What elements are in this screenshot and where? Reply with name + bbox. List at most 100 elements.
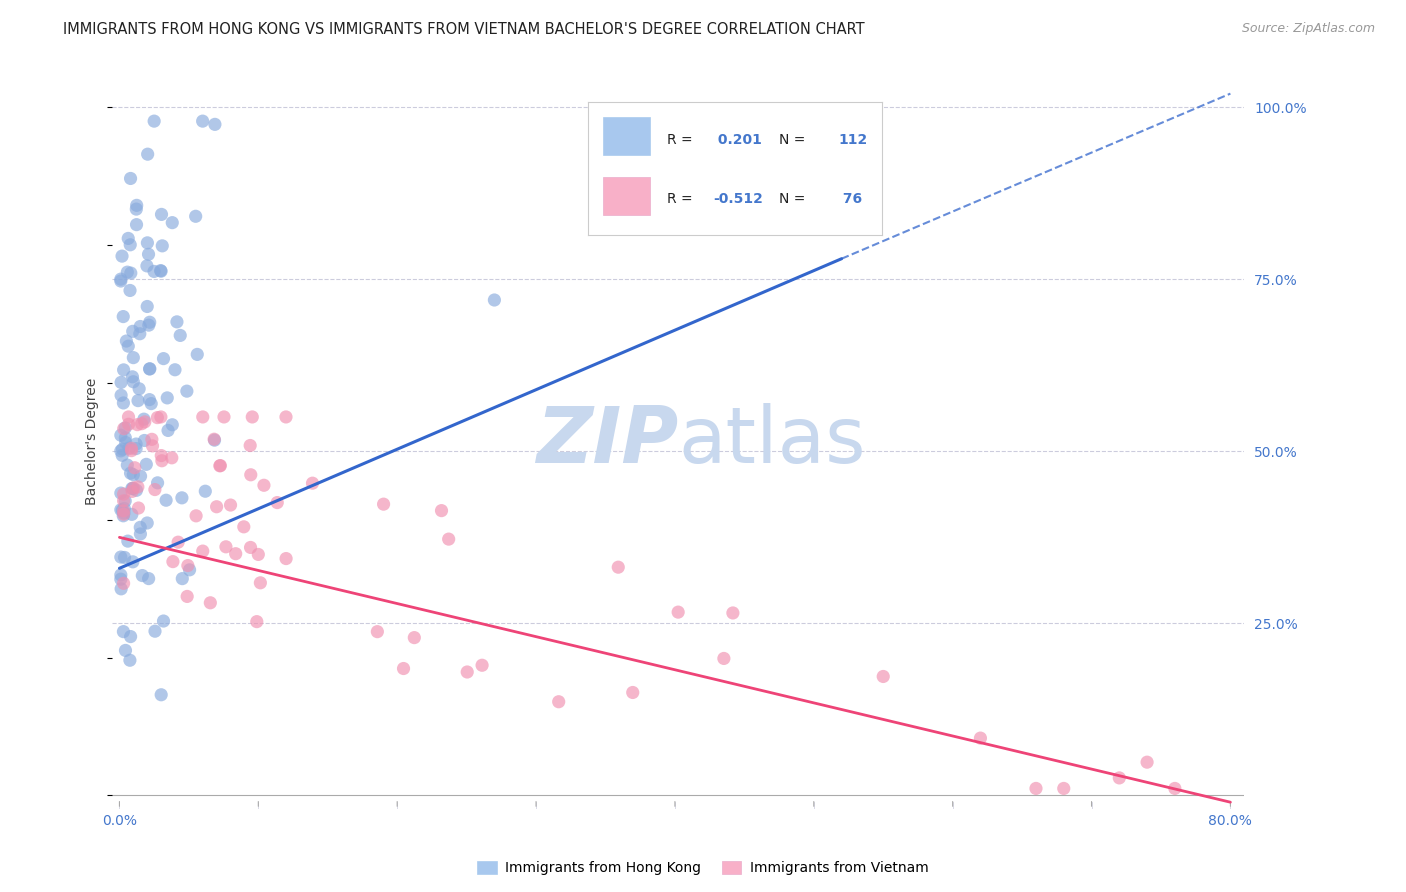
Point bbox=[166, 315, 188, 329]
Point bbox=[112, 508, 135, 523]
Text: Source: ZipAtlas.com: Source: ZipAtlas.com bbox=[1241, 22, 1375, 36]
Point bbox=[713, 651, 735, 665]
Point bbox=[122, 467, 145, 482]
Point bbox=[111, 249, 134, 263]
Point bbox=[127, 417, 149, 432]
Point bbox=[112, 506, 135, 520]
Point bbox=[112, 363, 135, 377]
Point bbox=[112, 310, 135, 324]
Point bbox=[138, 318, 160, 333]
Point bbox=[117, 417, 139, 432]
Point bbox=[128, 382, 150, 396]
Point bbox=[191, 409, 214, 424]
Point bbox=[132, 412, 155, 426]
Point bbox=[129, 520, 152, 534]
Point bbox=[122, 482, 145, 496]
Point bbox=[392, 661, 415, 675]
Point bbox=[117, 458, 139, 472]
Point bbox=[110, 274, 132, 288]
Point bbox=[117, 265, 139, 279]
Point bbox=[969, 731, 991, 745]
Point bbox=[607, 560, 630, 574]
Point bbox=[114, 421, 136, 435]
Point bbox=[110, 443, 132, 458]
Point bbox=[162, 216, 184, 230]
Point bbox=[111, 442, 134, 457]
Point bbox=[156, 391, 179, 405]
Point bbox=[143, 264, 166, 278]
Point bbox=[666, 605, 689, 619]
Point bbox=[150, 449, 173, 463]
Point bbox=[208, 458, 231, 473]
Point bbox=[484, 293, 506, 307]
Point bbox=[246, 615, 269, 629]
Point bbox=[274, 551, 297, 566]
Point bbox=[191, 544, 214, 558]
Point bbox=[129, 319, 152, 334]
Point bbox=[112, 493, 135, 508]
Y-axis label: Bachelor's Degree: Bachelor's Degree bbox=[86, 377, 100, 505]
Point bbox=[127, 480, 149, 494]
Point bbox=[239, 541, 262, 555]
Point bbox=[157, 424, 180, 438]
Point bbox=[162, 555, 184, 569]
Point bbox=[232, 520, 254, 534]
Text: atlas: atlas bbox=[678, 403, 866, 479]
Point bbox=[143, 624, 166, 639]
Point bbox=[112, 624, 135, 639]
Point bbox=[274, 409, 297, 424]
Legend: Immigrants from Hong Kong, Immigrants from Vietnam: Immigrants from Hong Kong, Immigrants fr… bbox=[472, 855, 934, 880]
Point bbox=[127, 393, 149, 408]
Point bbox=[150, 454, 173, 468]
Point bbox=[114, 431, 136, 445]
Point bbox=[114, 643, 136, 657]
Point bbox=[155, 493, 177, 508]
Point bbox=[112, 504, 135, 518]
Point bbox=[209, 458, 232, 473]
Point bbox=[366, 624, 388, 639]
Point bbox=[176, 590, 198, 604]
Point bbox=[141, 439, 163, 453]
Point bbox=[141, 396, 163, 410]
Point bbox=[1025, 781, 1047, 796]
Point bbox=[110, 272, 132, 286]
Point bbox=[150, 264, 173, 278]
Point bbox=[872, 669, 894, 683]
Point bbox=[125, 437, 148, 451]
Point bbox=[117, 534, 139, 549]
Point bbox=[239, 438, 262, 452]
Point bbox=[136, 259, 159, 273]
Point bbox=[1136, 755, 1159, 769]
Point bbox=[136, 235, 159, 250]
Text: IMMIGRANTS FROM HONG KONG VS IMMIGRANTS FROM VIETNAM BACHELOR'S DEGREE CORRELATI: IMMIGRANTS FROM HONG KONG VS IMMIGRANTS … bbox=[63, 22, 865, 37]
Point bbox=[110, 376, 132, 390]
Point bbox=[138, 315, 160, 329]
Point bbox=[125, 483, 148, 498]
Point bbox=[1108, 771, 1130, 785]
Point bbox=[114, 494, 136, 508]
Point bbox=[122, 481, 145, 495]
Point bbox=[121, 369, 143, 384]
Point bbox=[120, 237, 142, 252]
Point bbox=[176, 384, 198, 399]
Point bbox=[1053, 781, 1076, 796]
Point bbox=[134, 415, 156, 429]
Point bbox=[437, 532, 460, 546]
Point bbox=[163, 363, 186, 377]
Point bbox=[266, 495, 288, 509]
Point bbox=[129, 527, 152, 541]
Point bbox=[131, 568, 153, 582]
Point bbox=[128, 326, 150, 341]
Point bbox=[117, 339, 139, 353]
Point bbox=[112, 487, 135, 501]
Point bbox=[121, 508, 143, 522]
Point bbox=[204, 117, 226, 131]
Point bbox=[167, 535, 190, 549]
Point bbox=[125, 442, 148, 456]
Point bbox=[110, 428, 132, 442]
Point bbox=[247, 548, 270, 562]
Point bbox=[146, 410, 169, 425]
Point bbox=[186, 347, 208, 361]
Point bbox=[160, 450, 183, 465]
Point bbox=[138, 247, 160, 261]
